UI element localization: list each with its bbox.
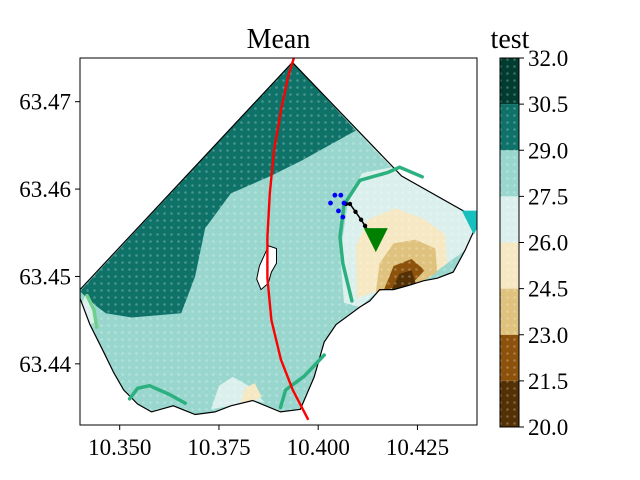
- colorbar-title: test: [491, 24, 530, 55]
- colorbar-segment-texture: [500, 334, 519, 381]
- colorbar-segment-texture: [500, 104, 519, 151]
- track-point: [358, 217, 364, 222]
- contour-line-1: [278, 353, 326, 410]
- y-tick-label: 63.45: [19, 264, 71, 289]
- contour-line-3: [85, 293, 99, 329]
- y-tick-label: 63.44: [19, 352, 71, 377]
- contour-line-0: [338, 165, 424, 303]
- colorbar-ticks: 20.0 21.5 23.0 24.5 26.0 27.5 29.0 30.5 32.0: [519, 46, 568, 440]
- triangle-marker-0: [363, 228, 388, 253]
- contour-line-2: [127, 383, 187, 405]
- track-point: [353, 209, 358, 214]
- colorbar-tick-label: 24.5: [528, 277, 568, 302]
- y-axis: 63.44 63.45 63.46 63.47: [19, 90, 80, 377]
- colorbar-segment-texture: [500, 58, 519, 105]
- blue-point: [340, 214, 346, 220]
- x-tick-label: 10.425: [386, 435, 449, 460]
- marker-layer: [363, 210, 477, 253]
- axes-frame: [79, 57, 478, 426]
- blue-point: [341, 200, 347, 206]
- colorbar-tick-label: 21.5: [528, 369, 568, 394]
- chart-title: Mean: [247, 24, 311, 55]
- x-tick-label: 10.400: [287, 435, 350, 460]
- dotted-overlay: [80, 62, 477, 415]
- track-point: [362, 223, 368, 228]
- plot-area: [80, 58, 477, 421]
- colorbar-tick-label: 23.0: [528, 323, 568, 348]
- colorbar-tick-label: 32.0: [528, 46, 568, 71]
- x-tick-label: 10.375: [187, 435, 250, 460]
- colorbar-tick-label: 20.0: [528, 415, 568, 440]
- colorbar-tick-label: 27.5: [528, 184, 568, 209]
- colorbar-tick-label: 29.0: [528, 138, 568, 163]
- colorbar-segment-texture: [500, 380, 519, 427]
- triangle-marker-1: [461, 210, 477, 235]
- track-point: [347, 201, 353, 207]
- colorbar: [500, 58, 519, 427]
- y-tick-label: 63.47: [19, 90, 71, 115]
- blue-point: [336, 208, 341, 214]
- contour-line-layer: [85, 165, 424, 410]
- colorbar-tick-label: 26.0: [528, 231, 568, 256]
- blue-point: [328, 200, 333, 206]
- blue-points-layer: [328, 192, 347, 220]
- y-tick-label: 63.46: [19, 177, 71, 202]
- x-axis: 10.350 10.375 10.400 10.425: [88, 425, 449, 460]
- x-tick-label: 10.350: [88, 435, 151, 460]
- blue-point: [338, 192, 344, 198]
- mean-line: [266, 58, 310, 421]
- colorbar-segment-texture: [500, 196, 519, 243]
- colorbar-tick-label: 30.5: [528, 92, 568, 117]
- colorbar-segment-texture: [500, 242, 519, 289]
- colorbar-segment-texture: [500, 150, 519, 197]
- colorbar-segment-texture: [500, 288, 519, 335]
- blue-point: [332, 192, 338, 198]
